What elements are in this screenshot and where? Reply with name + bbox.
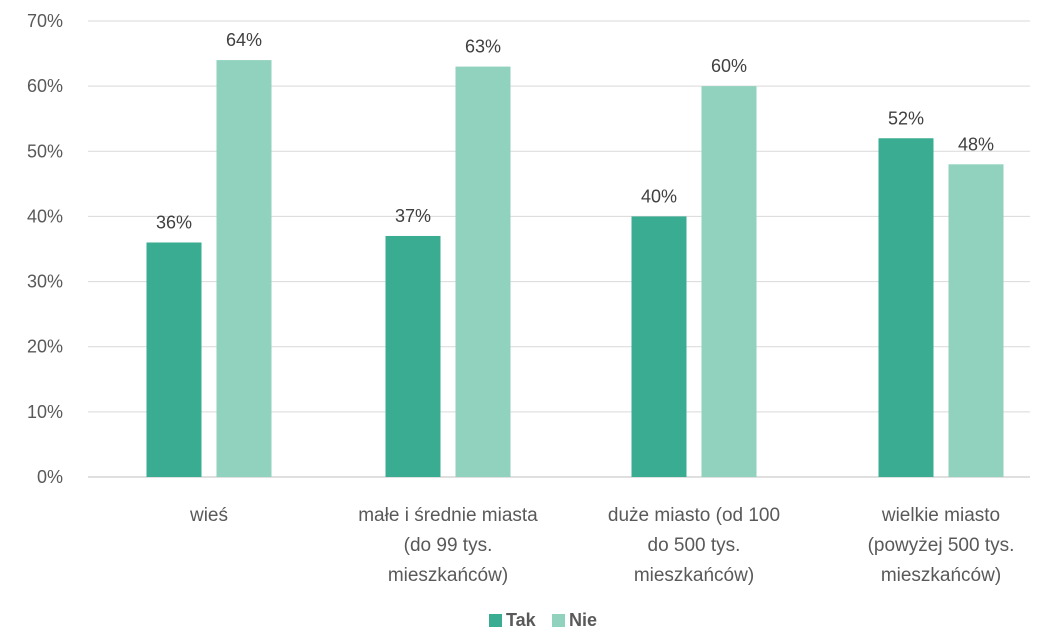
y-tick-label: 30% bbox=[27, 272, 63, 292]
data-label: 63% bbox=[465, 37, 501, 57]
y-tick-label: 70% bbox=[27, 11, 63, 31]
bar-nie bbox=[216, 60, 272, 477]
y-tick-label: 60% bbox=[27, 76, 63, 96]
data-label: 36% bbox=[156, 212, 192, 232]
category-label: (powyżej 500 tys. bbox=[868, 535, 1015, 556]
category-label: mieszkańców) bbox=[881, 565, 1001, 586]
y-tick-label: 20% bbox=[27, 337, 63, 357]
legend-label-tak: Tak bbox=[506, 610, 537, 630]
bar-tak bbox=[878, 138, 934, 477]
category-label: mieszkańców) bbox=[388, 565, 508, 586]
category-label: wielkie miasto bbox=[881, 505, 1000, 526]
bar-tak bbox=[631, 216, 687, 477]
bar-tak bbox=[385, 235, 441, 477]
category-label: duże miasto (od 100 bbox=[608, 505, 780, 526]
data-label: 52% bbox=[888, 108, 924, 128]
y-tick-label: 0% bbox=[37, 467, 63, 487]
y-tick-label: 40% bbox=[27, 206, 63, 226]
bar-tak bbox=[146, 242, 202, 477]
category-label: (do 99 tys. bbox=[404, 535, 493, 556]
legend-swatch-tak bbox=[489, 614, 502, 627]
data-label: 37% bbox=[395, 206, 431, 226]
category-label: do 500 tys. bbox=[648, 535, 741, 556]
bar-nie bbox=[455, 66, 511, 477]
category-label: mieszkańców) bbox=[634, 565, 754, 586]
legend-swatch-nie bbox=[552, 614, 565, 627]
category-label: wieś bbox=[189, 505, 228, 526]
data-label: 40% bbox=[641, 186, 677, 206]
bar-nie bbox=[948, 164, 1004, 478]
data-label: 60% bbox=[711, 56, 747, 76]
category-label: małe i średnie miasta bbox=[358, 505, 538, 526]
legend-label-nie: Nie bbox=[569, 610, 597, 630]
y-tick-label: 10% bbox=[27, 402, 63, 422]
data-label: 48% bbox=[958, 134, 994, 154]
bar-nie bbox=[701, 86, 757, 478]
data-label: 64% bbox=[226, 30, 262, 50]
y-tick-label: 50% bbox=[27, 141, 63, 161]
